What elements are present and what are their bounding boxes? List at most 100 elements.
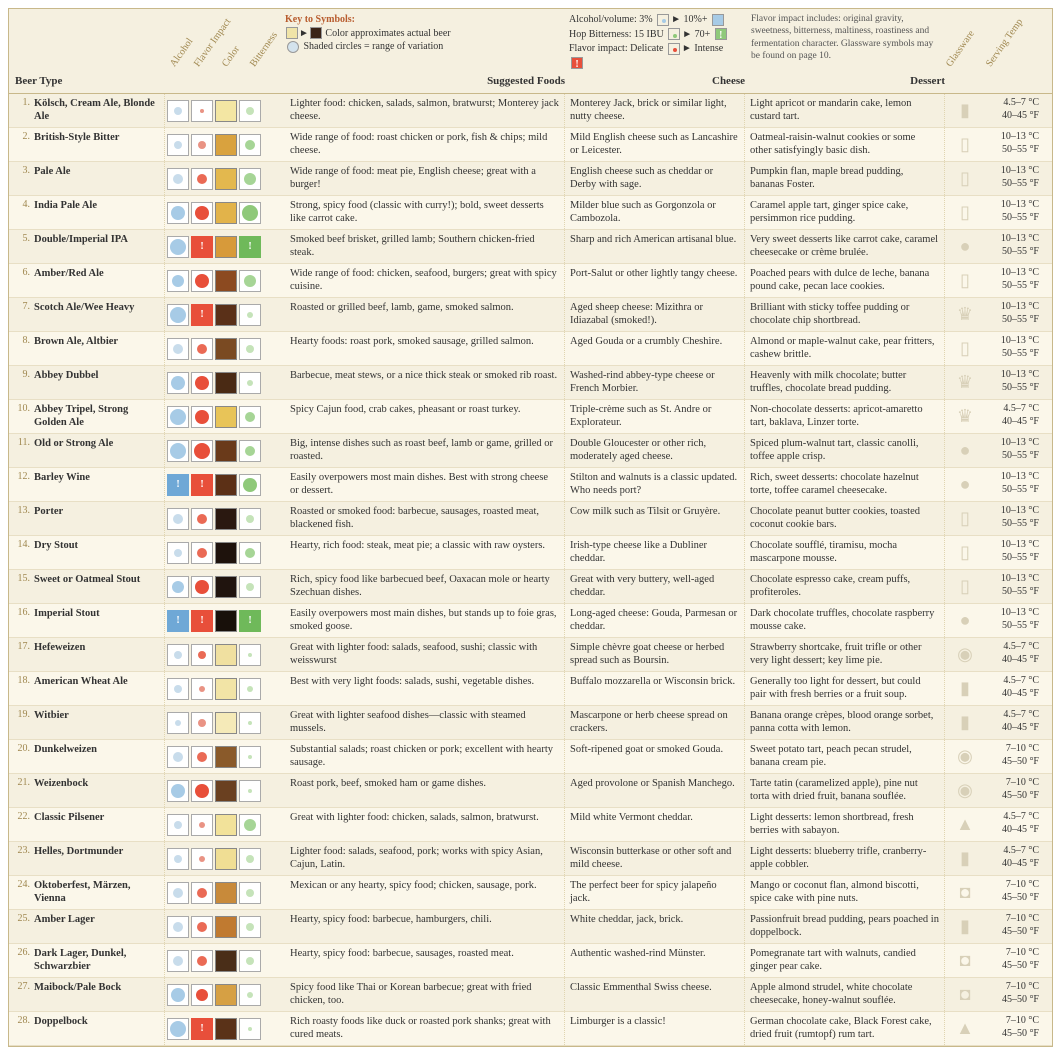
table-row: 8.Brown Ale, Altbier Hearty foods: roast …	[9, 332, 1052, 366]
glassware-icon: ▮	[945, 94, 985, 127]
dessert-cell: Apple almond strudel, white chocolate ch…	[745, 978, 945, 1011]
cheese-cell: Aged provolone or Spanish Manchego.	[565, 774, 745, 807]
symbol-cell: !	[165, 298, 285, 331]
intensity-dot	[239, 780, 261, 802]
symbol-cell	[165, 434, 285, 467]
beer-name-cell: 19.Witbier	[9, 706, 165, 739]
symbol-cell	[165, 774, 285, 807]
beer-color-swatch	[215, 882, 237, 904]
beer-name-cell: 8.Brown Ale, Altbier	[9, 332, 165, 365]
cheese-cell: Great with very buttery, well-aged chedd…	[565, 570, 745, 603]
table-header: Beer Type Alcohol Flavor Impact Color Bi…	[9, 9, 1052, 94]
intensity-dot	[167, 984, 189, 1006]
serving-temp: 10–13 °C50–55 °F	[985, 570, 1045, 603]
dessert-cell: Dark chocolate truffles, chocolate raspb…	[745, 604, 945, 637]
beer-color-swatch	[215, 474, 237, 496]
beer-name-cell: 10.Abbey Tripel, Strong Golden Ale	[9, 400, 165, 433]
serving-temp: 10–13 °C50–55 °F	[985, 332, 1045, 365]
key-swatch-light	[286, 27, 298, 39]
intensity-dot	[239, 950, 261, 972]
glassware-icon: ●	[945, 434, 985, 467]
intensity-dot	[167, 372, 189, 394]
glassware-icon: ▯	[945, 196, 985, 229]
serving-temp: 7–10 °C45–50 °F	[985, 1012, 1045, 1045]
intensity-dot	[191, 542, 213, 564]
col-beer-type: Beer Type	[9, 75, 165, 93]
beer-name-cell: 26.Dark Lager, Dunkel, Schwarzbier	[9, 944, 165, 977]
beer-name-cell: 12.Barley Wine	[9, 468, 165, 501]
symbol-cell	[165, 842, 285, 875]
cheese-cell: Mild English cheese such as Lancashire o…	[565, 128, 745, 161]
intensity-dot	[191, 372, 213, 394]
symbol-cell	[165, 808, 285, 841]
lbl-temp: Serving Temp	[984, 17, 1025, 69]
symbol-cell: !!	[165, 468, 285, 501]
serving-temp: 4.5–7 °C40–45 °F	[985, 638, 1045, 671]
intensity-dot	[191, 678, 213, 700]
beer-title: Scotch Ale/Wee Heavy	[34, 301, 134, 328]
beer-title: Pale Ale	[34, 165, 70, 192]
intensity-dot	[167, 916, 189, 938]
row-number: 18.	[14, 675, 30, 702]
intensity-dot	[191, 100, 213, 122]
beer-color-swatch	[215, 304, 237, 326]
intensity-max-icon: !	[239, 610, 261, 632]
symbol-cell	[165, 94, 285, 127]
food-cell: Hearty foods: roast pork, smoked sausage…	[285, 332, 565, 365]
cheese-cell: The perfect beer for spicy jalapeño jack…	[565, 876, 745, 909]
symbol-cell	[165, 910, 285, 943]
beer-color-swatch	[215, 678, 237, 700]
serving-temp: 10–13 °C50–55 °F	[985, 162, 1045, 195]
serving-temp: 10–13 °C50–55 °F	[985, 230, 1045, 263]
intensity-dot	[191, 134, 213, 156]
cheese-cell: Buffalo mozzarella or Wisconsin brick.	[565, 672, 745, 705]
beer-title: Classic Pilsener	[34, 811, 104, 838]
serving-temp: 7–10 °C45–50 °F	[985, 944, 1045, 977]
intensity-dot	[191, 406, 213, 428]
symbol-cell: !!!	[165, 604, 285, 637]
scale-hop-low	[668, 28, 680, 40]
intensity-dot	[239, 406, 261, 428]
glassware-icon: ▯	[945, 264, 985, 297]
col-dessert: Dessert	[906, 75, 945, 93]
beer-name-cell: 21.Weizenbock	[9, 774, 165, 807]
intensity-dot	[191, 168, 213, 190]
beer-name-cell: 3.Pale Ale	[9, 162, 165, 195]
food-cell: Big, intense dishes such as roast beef, …	[285, 434, 565, 467]
intensity-dot	[167, 678, 189, 700]
cheese-cell: Washed-rind abbey-type cheese or French …	[565, 366, 745, 399]
table-row: 16.Imperial Stout!!!Easily overpowers mo…	[9, 604, 1052, 638]
beer-color-swatch	[215, 848, 237, 870]
beer-name-cell: 5.Double/Imperial IPA	[9, 230, 165, 263]
intensity-dot	[191, 780, 213, 802]
beer-color-swatch	[215, 134, 237, 156]
symbol-cell	[165, 740, 285, 773]
dessert-cell: Light apricot or mandarin cake, lemon cu…	[745, 94, 945, 127]
intensity-dot	[167, 440, 189, 462]
beer-title: Dunkelweizen	[34, 743, 97, 770]
beer-name-cell: 18.American Wheat Ale	[9, 672, 165, 705]
beer-title: Porter	[34, 505, 63, 532]
beer-name-cell: 27.Maibock/Pale Bock	[9, 978, 165, 1011]
symbol-cell	[165, 536, 285, 569]
intensity-dot	[239, 984, 261, 1006]
intensity-max-icon: !	[167, 474, 189, 496]
beer-title: Helles, Dortmunder	[34, 845, 123, 872]
food-cell: Lighter food: salads, seafood, pork; wor…	[285, 842, 565, 875]
beer-title: Witbier	[34, 709, 69, 736]
serving-temp: 10–13 °C50–55 °F	[985, 536, 1045, 569]
cheese-cell: English cheese such as cheddar or Derby …	[565, 162, 745, 195]
symbol-cell	[165, 978, 285, 1011]
dessert-cell: Chocolate soufflé, tiramisu, mocha masca…	[745, 536, 945, 569]
symbol-cell	[165, 162, 285, 195]
cheese-cell: Cow milk such as Tilsit or Gruyère.	[565, 502, 745, 535]
serving-temp: 7–10 °C45–50 °F	[985, 774, 1045, 807]
row-number: 10.	[14, 403, 30, 430]
row-number: 14.	[14, 539, 30, 566]
intensity-dot	[167, 168, 189, 190]
dessert-cell: Strawberry shortcake, fruit trifle or ot…	[745, 638, 945, 671]
intensity-dot	[239, 712, 261, 734]
table-row: 12.Barley Wine!!Easily overpowers most m…	[9, 468, 1052, 502]
symbol-cell	[165, 672, 285, 705]
beer-color-swatch	[215, 236, 237, 258]
